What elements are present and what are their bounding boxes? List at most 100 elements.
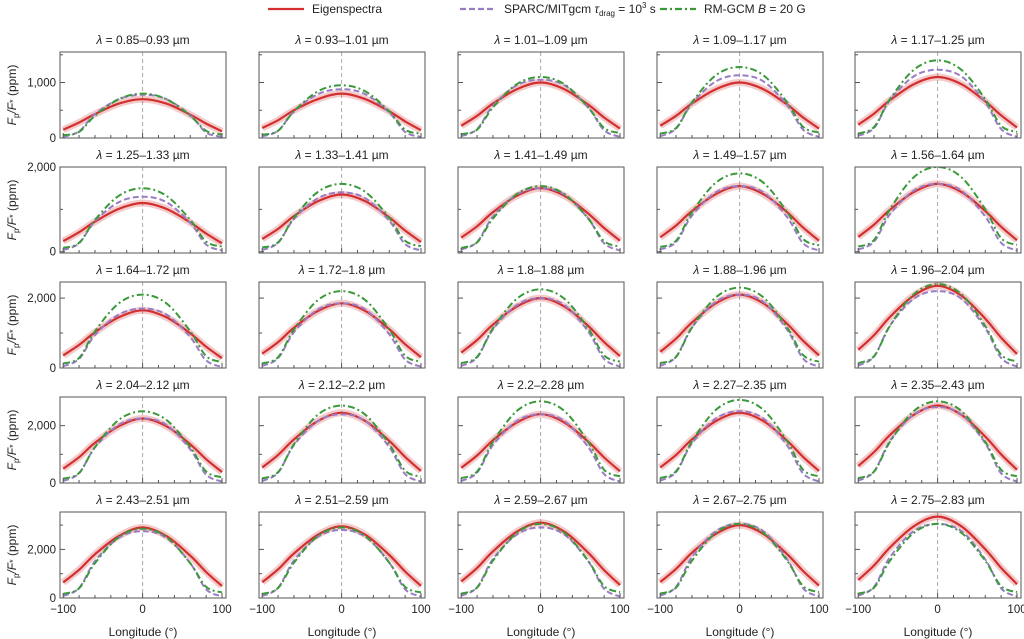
panel-22: λ = 2.51–2.59 µm −100 0 100 Longitude (°) <box>249 493 430 639</box>
x-axis-label: Longitude (°) <box>507 625 576 639</box>
x-tick-label: 0 <box>736 604 742 616</box>
lambda-symbol: λ <box>493 493 500 507</box>
x-tick-label: −100 <box>845 604 871 616</box>
panel-title: λ = 0.85–0.93 µm <box>95 33 189 47</box>
lambda-symbol: λ <box>497 263 504 277</box>
series-eigen <box>62 309 223 360</box>
x-axis-label: Longitude (°) <box>706 625 775 639</box>
panel-24: λ = 2.67–2.75 µm −100 0 100 Longitude (°) <box>647 493 828 639</box>
series-sparc <box>857 68 1018 138</box>
curves <box>60 523 225 598</box>
series-rm <box>261 182 422 249</box>
series-sparc <box>460 297 621 368</box>
series-rm <box>460 75 621 136</box>
curves <box>458 519 623 598</box>
lambda-symbol: λ <box>95 378 102 392</box>
curves <box>260 522 424 598</box>
y-label-part: p <box>12 573 21 578</box>
curves <box>856 167 1020 252</box>
series-eigen <box>460 521 621 586</box>
series-sparc <box>62 93 223 138</box>
panel-title-text: = 2.51–2.59 µm <box>301 493 388 507</box>
x-tick-label: −100 <box>50 604 76 616</box>
legend-label: Eigenspectra <box>312 2 382 16</box>
curves <box>61 293 225 368</box>
curves <box>658 398 822 483</box>
curves <box>61 187 224 252</box>
y-label-part: F <box>5 577 19 585</box>
curves <box>260 404 424 483</box>
panel-title: λ = 1.17–1.25 µm <box>890 33 984 47</box>
series-sparc <box>659 185 820 252</box>
panel-title-text: = 2.43–2.51 µm <box>102 493 189 507</box>
series-rm <box>659 286 820 365</box>
panel-title: λ = 2.51–2.59 µm <box>294 493 388 507</box>
series-rm <box>857 167 1018 248</box>
panel-title: λ = 1.25–1.33 µm <box>95 148 189 162</box>
lambda-symbol: λ <box>298 263 305 277</box>
curves <box>459 184 623 252</box>
y-tick-label: 2,000 <box>27 421 56 433</box>
panel-title: λ = 2.75–2.83 µm <box>890 493 984 507</box>
panel-title: λ = 2.43–2.51 µm <box>95 493 189 507</box>
panel-title: λ = 2.2–2.28 µm <box>497 378 585 392</box>
curves <box>260 290 424 368</box>
x-tick-label: 0 <box>139 604 145 616</box>
y-label-part: /F <box>5 102 19 114</box>
legend: Eigenspectra SPARC/MITgcm τdrag = 103 s RM… <box>268 1 806 18</box>
series-rm <box>62 527 223 595</box>
panel-title-text: = 2.04–2.12 µm <box>102 378 189 392</box>
series-rm <box>460 522 621 595</box>
lambda-symbol: λ <box>95 493 102 507</box>
panel-title: λ = 2.04–2.12 µm <box>95 378 189 392</box>
series-eigen <box>62 201 223 245</box>
panel-title-text: = 2.2–2.28 µm <box>504 378 585 392</box>
panel-12: λ = 1.72–1.8 µm <box>258 263 426 369</box>
series-rm <box>659 522 820 595</box>
y-tick-label: 2,000 <box>27 544 56 556</box>
x-tick-label: 100 <box>809 604 828 616</box>
panel-13: λ = 1.8–1.88 µm <box>457 263 625 369</box>
x-tick-label: 0 <box>338 604 344 616</box>
curves <box>61 410 225 483</box>
series-eigen <box>857 404 1018 471</box>
panel-19: λ = 2.27–2.35 µm <box>656 378 824 484</box>
y-axis-label: Fp/F* (ppm) <box>5 410 21 471</box>
x-axis-label: Longitude (°) <box>308 625 377 639</box>
y-label-part: * <box>8 99 18 103</box>
x-axis-label: Longitude (°) <box>904 625 973 639</box>
panel-title: λ = 1.96–2.04 µm <box>890 263 984 277</box>
panel-6: λ = 1.25–1.33 µm 0 2,000 Fp/F* (ppm) <box>5 148 227 259</box>
y-tick-label: 0 <box>50 247 56 259</box>
curves <box>260 182 424 252</box>
lambda-symbol: λ <box>95 33 102 47</box>
y-label-part: p <box>12 343 21 348</box>
lambda-symbol: λ <box>692 148 699 162</box>
series-eigen <box>62 98 223 133</box>
lambda-symbol: λ <box>95 148 102 162</box>
lambda-symbol: λ <box>692 263 699 277</box>
series-eigen <box>857 515 1018 585</box>
curves <box>459 400 623 483</box>
series-eigen <box>659 81 820 130</box>
series-sparc <box>62 307 223 368</box>
panel-title: λ = 1.64–1.72 µm <box>95 263 189 277</box>
curves <box>459 288 623 368</box>
panel-3: λ = 1.01–1.09 µm <box>457 33 625 139</box>
panel-15: λ = 1.96–2.04 µm <box>854 263 1022 369</box>
panel-1: λ = 0.85–0.93 µm 0 1,000 Fp/F* (ppm) <box>5 33 227 145</box>
legend-text-part: 3 <box>642 1 647 10</box>
panel-title-text: = 0.93–1.01 µm <box>301 33 388 47</box>
panel-title: λ = 1.49–1.57 µm <box>692 148 786 162</box>
panel-title-text: = 1.72–1.8 µm <box>305 263 386 277</box>
series-eigen <box>261 302 422 359</box>
panel-2: λ = 0.93–1.01 µm <box>258 33 426 139</box>
panel-4: λ = 1.09–1.17 µm <box>656 33 824 139</box>
y-tick-label: 1,000 <box>27 78 56 90</box>
panel-16: λ = 2.04–2.12 µm 0 2,000 Fp/F* (ppm) <box>5 378 227 490</box>
series-sparc <box>62 195 223 252</box>
panel-title: λ = 1.56–1.64 µm <box>890 148 984 162</box>
panel-title-text: = 1.41–1.49 µm <box>500 148 587 162</box>
legend-text-part: B <box>758 2 766 16</box>
